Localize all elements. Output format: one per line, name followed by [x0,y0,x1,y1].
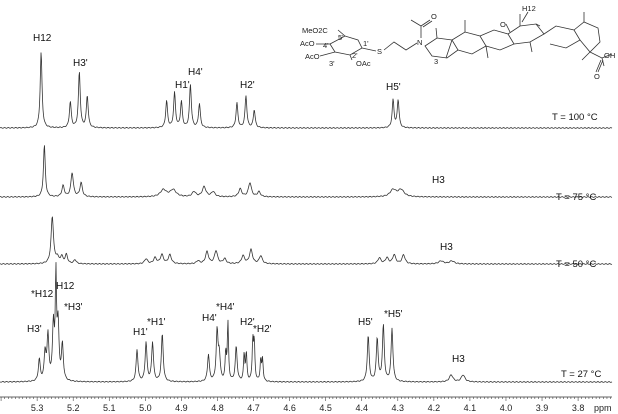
label-100-h3p: H3' [73,58,88,69]
x-tick-label: 5.3 [31,403,44,413]
spectrum-line-4 [0,262,613,383]
label-100-h5p: H5' [386,82,401,93]
label-27-h3p: H3' [27,324,42,335]
ring-a [424,37,459,59]
sugar-bonds [316,29,377,61]
ring-c [479,29,515,51]
structure-c3-aglycone: 3 [434,57,438,66]
x-tick-label: 4.1 [464,403,477,413]
structure-s: S [377,47,382,56]
structure-aco3: AcO [305,52,320,61]
label-27-h2p: H2' [240,317,255,328]
spectrum-line-1 [0,52,613,129]
structure-o-acid: O [594,72,600,81]
spectrum-line-3 [0,216,613,265]
label-27-sh2p: *H2' [253,324,272,335]
spectra-group [0,52,613,383]
structure-aco4: AcO [300,39,315,48]
x-tick-label: 4.7 [247,403,260,413]
label-temp-27: T = 27 °C [561,369,602,380]
x-tick-label: 5.1 [103,403,116,413]
x-axis: 5.3 5.2 5.1 5.0 4.9 4.8 4.7 4.6 4.5 4.4 4.3 4.2 4.1 4… [0,396,612,413]
structure-n: N [417,38,422,47]
label-27-sh4p: *H4' [216,302,235,313]
label-27-sh5p: *H5' [384,309,403,320]
label-temp-75: T = 75 °C [556,192,597,203]
label-27-h1p: H1' [133,327,148,338]
ring-b [451,31,487,55]
structure-meo2c: MeO2C [302,26,328,35]
x-tick-label: 5.2 [67,403,80,413]
label-27-h5p: H5' [358,317,373,328]
x-tick-label: 3.8 [572,403,585,413]
structure-h12: H12 [522,4,536,13]
label-100-h1p: H1' [175,80,190,91]
label-27-sh1p: *H1' [147,317,166,328]
structure-c4: 4' [323,41,329,50]
x-tick-label: 4.8 [211,403,224,413]
structure-oh: OH [604,51,615,60]
label-50-h3: H3 [440,242,453,253]
ring-f [573,21,601,53]
structure-o-keto: O [500,20,506,29]
label-100-h4p: H4' [188,67,203,78]
structure-c2: 2' [352,51,358,60]
ring-d [507,23,545,45]
label-27-sh12: *H12 [31,289,54,300]
x-axis-label: ppm [594,403,612,413]
x-tick-label: 3.9 [536,403,549,413]
x-tick-label: 4.0 [500,403,513,413]
label-100-h12: H12 [33,33,52,44]
acetyl-group [410,19,433,38]
x-tick-label: 4.3 [392,403,405,413]
label-100-h2p: H2' [240,80,255,91]
x-tick-label: 4.4 [355,403,368,413]
label-27-h12: H12 [56,281,75,292]
x-tick-label: 4.6 [283,403,296,413]
structure-c3: 3' [329,59,335,68]
x-tick-label: 4.9 [175,403,188,413]
structure-c1: 1' [363,39,369,48]
label-temp-100: T = 100 °C [552,112,598,123]
spectrum-line-2 [0,145,613,198]
x-tick-label: 4.2 [428,403,441,413]
label-27-h4p: H4' [202,313,217,324]
acid-group [589,51,613,73]
structure-o-acetyl: O [431,12,437,21]
label-75-h3: H3 [432,175,445,186]
chemical-structure: MeO2C 5' AcO 4' AcO 3' 2' 1' OAc S N O 3… [300,4,615,81]
label-27-h3: H3 [452,354,465,365]
ring-e [543,25,581,49]
label-temp-50: T = 50 °C [556,259,597,270]
x-tick-label: 5.0 [139,403,152,413]
x-tick-label: 4.5 [319,403,332,413]
label-27-sh3p: *H3' [64,302,83,313]
structure-oac: OAc [356,59,371,68]
methyl-bonds [435,11,591,61]
structure-c5: 5' [338,33,344,42]
thioethyl-chain [383,41,418,51]
